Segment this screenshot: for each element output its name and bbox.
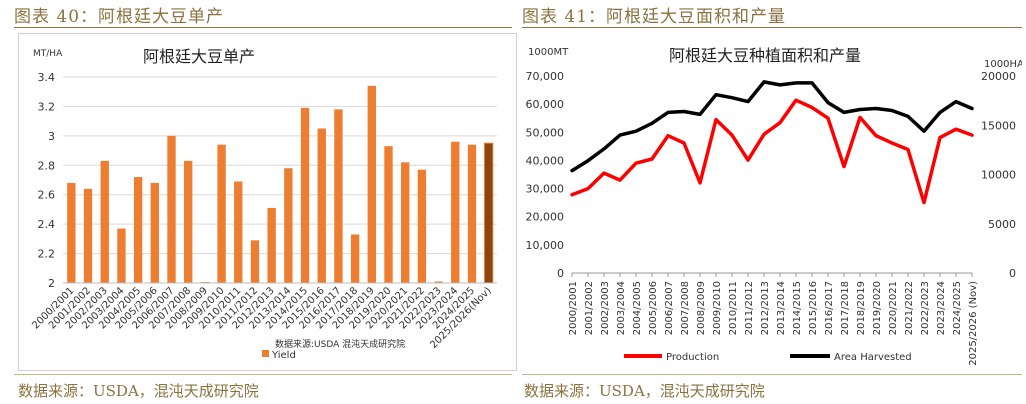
x-tick-label: 2002/2003 [600,281,611,335]
left-source-rule [14,374,512,375]
y-left-tick-label: 50,000 [526,126,565,139]
y-right-tick-label: 10000 [981,169,1016,182]
yield-bar [117,228,126,283]
production-line [570,98,974,205]
y-right-axis-label: 1000HA [984,59,1022,70]
y-tick-label: 3.2 [38,100,56,113]
x-tick-label: 2000/2001 [568,281,579,335]
yield-bar [184,160,193,283]
yield-bar [250,240,260,283]
y-left-tick-label: 20,000 [526,211,565,224]
yield-bar [483,142,494,284]
y-tick-label: 2.4 [38,218,56,231]
right-source-rule [522,374,1022,375]
x-tick-label: 2022/2023 [920,281,931,335]
x-tick-label: 2015/2016 [808,281,819,335]
x-tick-label: 2017/2018 [840,281,851,335]
legend-label-yield: Yield [271,350,296,361]
area-production-chart-panel: 阿根廷大豆种植面积和产量 1000MT 1000HA 0 10,000 20,000 30,… [520,33,1024,369]
x-tick-label: 2003/2004 [616,281,627,335]
x-tick-label: 2014/2015 [792,281,803,335]
yield-bar [83,188,93,283]
yield-bar [417,169,427,283]
legend-swatch-yield [262,350,269,357]
y-tick-label: 2.8 [38,159,56,172]
x-tick-label: 2009/2010 [712,281,723,335]
yield-bar [267,207,276,283]
area-harvested-line [570,80,974,173]
right-title-rule [522,27,1022,28]
y-tick-label: 3.4 [38,71,56,84]
legend-label-production: Production [666,352,719,363]
left-title-rule [14,27,512,28]
y-left-tick-label: 30,000 [526,183,565,196]
x-tick-label: 2010/2011 [728,281,739,335]
legend-label-area: Area Harvested [834,352,912,363]
yield-bar [350,234,360,283]
y-left-tick-label: 10,000 [526,239,565,252]
chart-title: 阿根廷大豆种植面积和产量 [669,46,861,65]
yield-bar [100,160,109,283]
yield-bar [150,182,159,283]
yield-chart-panel: 阿根廷大豆单产 MT/HA 2 2.2 2.4 2.6 2.8 3 3.2 3.4 2000/200… [18,33,517,371]
yield-bar [167,135,176,283]
x-tick-label: 2008/2009 [696,281,707,335]
chart-source-note: 数据来源:USDA 混沌天成研究院 [275,338,405,350]
x-tick-label: 2019/2020 [872,281,883,335]
y-right-tick-label: 15000 [981,119,1016,132]
y-left-tick-label: 0 [557,267,564,280]
yield-bar [467,144,477,283]
yield-bar [334,109,343,283]
y-axis-label: MT/HA [33,49,63,59]
right-source-note: 数据来源：USDA，混沌天成研究院 [524,382,765,400]
x-tick-label: 2004/2005 [632,281,643,335]
y-tick-label: 3 [48,130,55,143]
yield-bar [67,182,76,283]
x-tick-label: 2021/2022 [904,281,915,335]
yield-bar [284,168,293,283]
yield-bar [434,281,443,283]
y-tick-label: 2 [48,277,55,290]
x-tick-label: 2023/2024 [936,281,947,335]
x-tick-label: 2024/2025 [952,281,963,335]
x-tick-label: 2006/2007 [664,281,675,335]
x-tick-label: 2001/2002 [584,281,595,335]
y-right-tick-label: 5000 [988,218,1016,231]
y-tick-label: 2.6 [38,189,56,202]
x-tick-label: 2005/2006 [648,281,659,335]
yield-bar [317,128,326,283]
x-tick-label: 2007/2008 [680,281,691,335]
x-tick-label: 2016/2017 [824,281,835,335]
right-figure-title: 图表 41：阿根廷大豆面积和产量 [522,7,787,27]
yield-bar [234,181,243,283]
y-left-axis-label: 1000MT [528,47,569,58]
x-tick-label: 2020/2021 [888,281,899,335]
yield-bar [217,144,226,283]
y-right-tick-label: 20000 [981,70,1016,83]
yield-bar [451,141,460,283]
yield-bar-chart: 阿根廷大豆单产MT/HA22.22.42.62.833.23.42000/200… [30,47,497,361]
yield-bar [300,107,310,284]
left-source-note: 数据来源：USDA，混沌天成研究院 [18,382,259,400]
yield-bar [401,162,410,283]
x-tick-label: 2011/2012 [744,281,755,335]
x-tick-label: 2013/2014 [776,281,787,335]
yield-bar [367,85,376,283]
area-production-line-chart: 阿根廷大豆种植面积和产量 1000MT 1000HA 0 10,000 20,000 30,… [526,46,1024,366]
y-right-tick-label: 0 [1009,267,1016,280]
y-left-tick-label: 40,000 [526,154,565,167]
yield-bar [384,146,393,283]
yield-bar [133,177,143,283]
y-left-tick-label: 60,000 [526,98,565,111]
x-tick-label: 2025/2026 (Nov) [968,281,979,366]
chart-title: 阿根廷大豆单产 [143,47,255,66]
x-tick-label: 2012/2013 [760,281,771,335]
y-tick-label: 2.2 [38,248,56,261]
left-figure-title: 图表 40：阿根廷大豆单产 [14,7,225,27]
y-left-tick-label: 70,000 [526,70,565,83]
x-tick-label: 2018/2019 [856,281,867,335]
